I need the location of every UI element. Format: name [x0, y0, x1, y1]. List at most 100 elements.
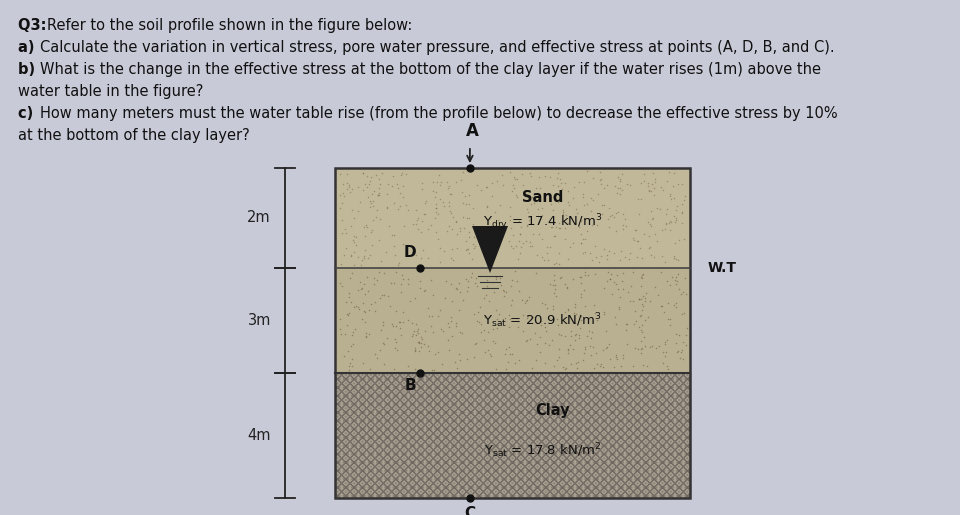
Point — [480, 251, 495, 260]
Point — [465, 219, 480, 228]
Point — [357, 308, 372, 316]
Point — [593, 175, 609, 183]
Point — [654, 302, 669, 310]
Point — [486, 325, 501, 334]
Point — [372, 268, 387, 277]
Point — [504, 276, 519, 284]
Point — [360, 193, 375, 201]
Point — [668, 280, 684, 288]
Point — [502, 168, 517, 176]
Point — [448, 217, 464, 225]
Point — [586, 343, 601, 351]
Point — [660, 168, 676, 176]
Point — [559, 364, 574, 372]
Point — [670, 180, 685, 188]
Point — [539, 249, 554, 258]
Point — [356, 223, 372, 231]
Point — [593, 251, 609, 260]
Point — [433, 178, 448, 186]
Point — [552, 193, 567, 201]
Point — [442, 207, 457, 215]
Point — [617, 214, 633, 222]
Point — [675, 346, 690, 354]
Point — [354, 256, 370, 264]
Point — [470, 307, 486, 316]
Point — [577, 178, 592, 186]
Point — [481, 297, 496, 305]
Point — [458, 246, 473, 254]
Point — [615, 285, 631, 294]
Point — [566, 183, 582, 192]
Point — [575, 234, 590, 243]
Text: water table in the figure?: water table in the figure? — [18, 84, 204, 99]
Point — [675, 219, 690, 227]
Point — [670, 269, 685, 278]
Point — [662, 217, 678, 226]
Point — [656, 348, 671, 356]
Point — [461, 232, 476, 241]
Point — [614, 277, 630, 285]
Point — [376, 359, 392, 368]
Point — [548, 284, 564, 293]
Point — [448, 319, 464, 328]
Point — [670, 347, 685, 355]
Text: 3m: 3m — [248, 313, 271, 328]
Point — [666, 181, 682, 190]
Point — [454, 188, 469, 196]
Point — [679, 323, 694, 332]
Point — [465, 269, 480, 278]
Point — [584, 351, 599, 359]
Point — [664, 273, 680, 281]
Point — [444, 190, 459, 198]
Point — [632, 322, 647, 331]
Point — [520, 208, 536, 216]
Point — [389, 338, 404, 346]
Point — [515, 170, 530, 178]
Text: at the bottom of the clay layer?: at the bottom of the clay layer? — [18, 128, 250, 143]
Point — [615, 220, 631, 229]
Point — [657, 308, 672, 316]
Point — [351, 305, 367, 313]
Point — [573, 279, 588, 287]
Point — [389, 267, 404, 276]
Point — [480, 183, 495, 191]
Point — [390, 180, 405, 188]
Point — [407, 365, 422, 373]
Point — [635, 273, 650, 282]
Point — [363, 197, 378, 205]
Point — [477, 348, 492, 356]
Point — [519, 222, 535, 231]
Point — [634, 311, 649, 319]
Point — [612, 303, 627, 312]
Point — [543, 222, 559, 231]
Point — [493, 280, 509, 288]
Point — [453, 328, 468, 336]
Point — [548, 259, 564, 267]
Point — [663, 217, 679, 226]
Point — [675, 209, 690, 217]
Point — [568, 310, 584, 318]
Text: B: B — [404, 378, 417, 393]
Point — [561, 306, 576, 315]
Point — [640, 313, 656, 321]
Point — [512, 217, 527, 225]
Point — [662, 226, 678, 234]
Point — [519, 221, 535, 229]
Point — [492, 201, 508, 209]
Point — [598, 344, 613, 352]
Point — [524, 199, 540, 208]
Point — [379, 203, 395, 211]
Point — [551, 353, 566, 361]
Point — [619, 339, 635, 348]
Point — [636, 292, 651, 300]
Point — [636, 230, 652, 238]
Point — [584, 194, 599, 202]
Point — [531, 205, 546, 214]
Point — [341, 289, 356, 297]
Text: Q3:: Q3: — [18, 18, 52, 33]
Point — [639, 362, 655, 370]
Point — [492, 273, 508, 282]
Point — [435, 327, 450, 335]
Point — [348, 233, 364, 242]
Point — [511, 322, 526, 331]
